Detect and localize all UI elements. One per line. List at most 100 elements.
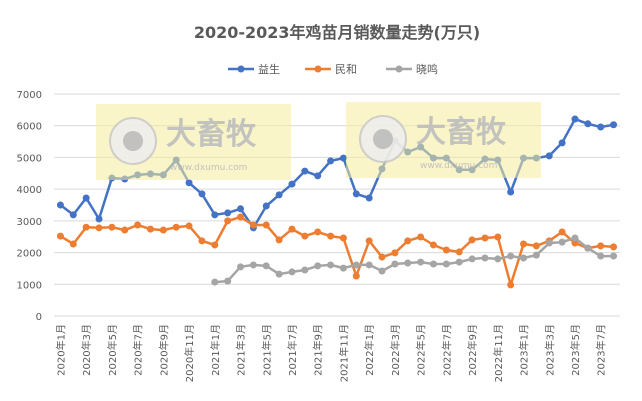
data-point [198, 237, 206, 245]
data-point [301, 266, 309, 274]
data-point [82, 194, 90, 202]
data-point [468, 236, 476, 244]
data-point [352, 272, 360, 280]
legend-marker [395, 65, 403, 73]
data-point [507, 188, 515, 196]
data-point [365, 237, 373, 245]
logo-eye-icon [123, 131, 143, 151]
watermark-brand: 大畜牧 [416, 115, 507, 150]
data-point [327, 232, 335, 240]
watermark: 大畜牧 www.dxumu.com [96, 104, 291, 180]
data-point [597, 123, 605, 131]
data-point [417, 258, 425, 266]
x-tick-label: 2023年5月 [569, 324, 582, 376]
data-point [571, 234, 579, 242]
x-tick-label: 2023年1月 [518, 324, 531, 376]
legend-marker [237, 65, 245, 73]
data-point [520, 240, 528, 248]
x-tick-label: 2022年7月 [440, 324, 453, 376]
data-point [481, 254, 489, 262]
watermark-url: www.dxumu.com [170, 163, 247, 173]
data-point [584, 120, 592, 128]
data-point [95, 215, 103, 223]
data-point [365, 261, 373, 269]
x-tick-label: 2021年5月 [260, 324, 273, 376]
data-point [610, 121, 618, 129]
chart-title: 2020-2023年鸡苗月销数量走势(万只) [194, 23, 480, 42]
data-point [378, 267, 386, 275]
data-point [391, 249, 399, 257]
y-tick-label: 4000 [17, 185, 42, 196]
data-point [610, 243, 618, 251]
y-tick-label: 3000 [17, 217, 42, 228]
data-point [82, 223, 90, 231]
y-tick-label: 7000 [17, 90, 42, 101]
data-point [237, 205, 245, 213]
data-point [314, 172, 322, 180]
x-tick-label: 2020年1月 [54, 324, 67, 376]
data-point [558, 238, 566, 246]
data-point [442, 260, 450, 268]
data-point [610, 252, 618, 260]
series-line [214, 236, 614, 284]
data-point [532, 251, 540, 259]
data-point [108, 223, 116, 231]
data-point [172, 223, 180, 231]
data-point [134, 221, 142, 229]
data-point [481, 234, 489, 242]
data-point [211, 211, 219, 219]
x-tick-label: 2022年11月 [492, 324, 505, 382]
y-tick-label: 5000 [17, 153, 42, 164]
data-point [558, 139, 566, 147]
data-point [275, 270, 283, 278]
x-tick-label: 2020年3月 [80, 324, 93, 376]
data-point [185, 222, 193, 230]
data-point [249, 221, 257, 229]
data-point [597, 242, 605, 250]
legend-label: 晓鸣 [416, 62, 438, 76]
data-point [404, 259, 412, 267]
series-民和 [56, 213, 618, 289]
data-point [69, 211, 77, 219]
data-point [224, 217, 232, 225]
y-tick-label: 6000 [17, 122, 42, 133]
data-point [301, 167, 309, 175]
data-point [571, 115, 579, 123]
series-晓鸣 [211, 234, 618, 286]
data-point [288, 225, 296, 233]
data-point [339, 234, 347, 242]
data-point [327, 261, 335, 269]
x-tick-label: 2020年11月 [183, 324, 196, 382]
x-tick-label: 2021年11月 [337, 324, 350, 382]
data-point [417, 233, 425, 241]
data-point [146, 225, 154, 233]
data-point [211, 278, 219, 286]
data-point [339, 264, 347, 272]
data-point [429, 260, 437, 268]
x-tick-label: 2021年3月 [235, 324, 248, 376]
data-point [339, 154, 347, 162]
data-point [237, 263, 245, 271]
data-point [262, 262, 270, 270]
legend: 益生 民和 晓鸣 [228, 62, 438, 76]
legend-label: 益生 [258, 62, 280, 76]
data-point [237, 213, 245, 221]
legend-marker [314, 65, 322, 73]
data-point [275, 236, 283, 244]
x-tick-label: 2021年7月 [286, 324, 299, 376]
data-point [494, 233, 502, 241]
data-point [249, 261, 257, 269]
data-point [507, 281, 515, 289]
data-point [314, 262, 322, 270]
data-point [159, 226, 167, 234]
data-point [532, 242, 540, 250]
data-point [121, 226, 129, 234]
watermark-url: www.dxumu.com [420, 161, 497, 171]
x-tick-label: 2023年7月 [595, 324, 608, 376]
data-point [520, 254, 528, 262]
data-point [95, 224, 103, 232]
logo-eye-icon [373, 129, 393, 149]
data-point [545, 239, 553, 247]
data-point [429, 241, 437, 249]
